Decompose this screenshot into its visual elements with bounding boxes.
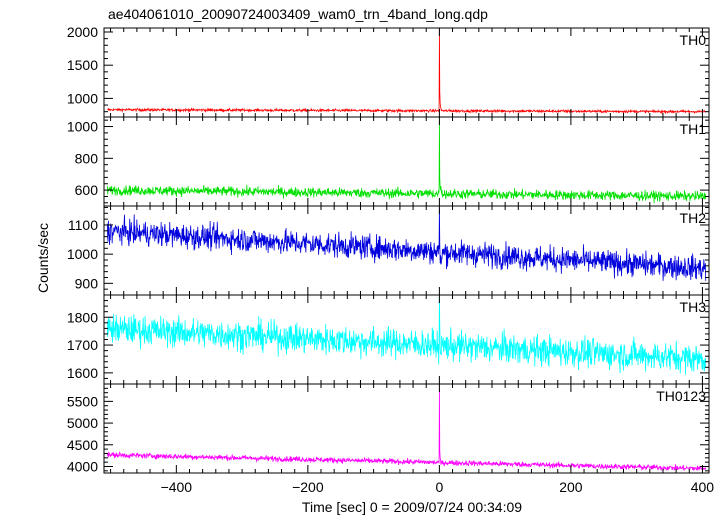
y-tick-label: 1600 xyxy=(67,365,98,381)
panel-frame-th1 xyxy=(103,116,710,207)
y-tick-label: 1700 xyxy=(67,337,98,353)
panel-frame-th0123 xyxy=(103,383,710,474)
chart-title: ae404061010_20090724003409_wam0_trn_4ban… xyxy=(108,6,488,22)
x-tick-label: 0 xyxy=(435,479,443,495)
y-tick-label: 1000 xyxy=(67,246,98,262)
y-tick-label: 600 xyxy=(75,182,99,198)
y-tick-label: 5500 xyxy=(67,393,98,409)
series-line-th1 xyxy=(106,117,707,204)
panel-frame-th0 xyxy=(103,27,710,118)
series-line-th0 xyxy=(107,28,707,115)
y-tick-label: 2000 xyxy=(67,24,98,40)
y-tick-label: 1000 xyxy=(67,119,98,135)
panel-label-th2: TH2 xyxy=(680,210,707,226)
series-line-th2 xyxy=(106,207,707,281)
y-tick-label: 4500 xyxy=(67,437,98,453)
x-tick-label: −200 xyxy=(292,479,324,495)
y-tick-label: 1500 xyxy=(67,57,98,73)
series-line-th3 xyxy=(106,295,707,375)
y-tick-label: 900 xyxy=(75,275,99,291)
panel-label-th3: TH3 xyxy=(680,299,707,315)
y-tick-label: 1100 xyxy=(68,217,98,233)
panel-label-th1: TH1 xyxy=(680,121,707,137)
y-tick-label: 800 xyxy=(75,150,99,166)
y-tick-label: 1000 xyxy=(67,90,98,106)
y-tick-label: 1800 xyxy=(67,309,98,325)
x-axis-label: Time [sec] 0 = 2009/07/24 00:34:09 xyxy=(302,499,522,515)
panels: TH0100015002000TH16008001000TH2900100011… xyxy=(67,24,714,495)
panel-label-th0123: TH0123 xyxy=(656,388,706,404)
y-tick-label: 4000 xyxy=(67,458,98,474)
x-tick-label: 400 xyxy=(691,479,715,495)
y-tick-label: 5000 xyxy=(67,415,98,431)
x-tick-label: −400 xyxy=(161,479,193,495)
x-tick-label: 200 xyxy=(559,479,583,495)
panel-label-th0: TH0 xyxy=(680,32,707,48)
series-line-th0123 xyxy=(106,388,707,472)
y-axis-label: Counts/sec xyxy=(35,223,51,293)
